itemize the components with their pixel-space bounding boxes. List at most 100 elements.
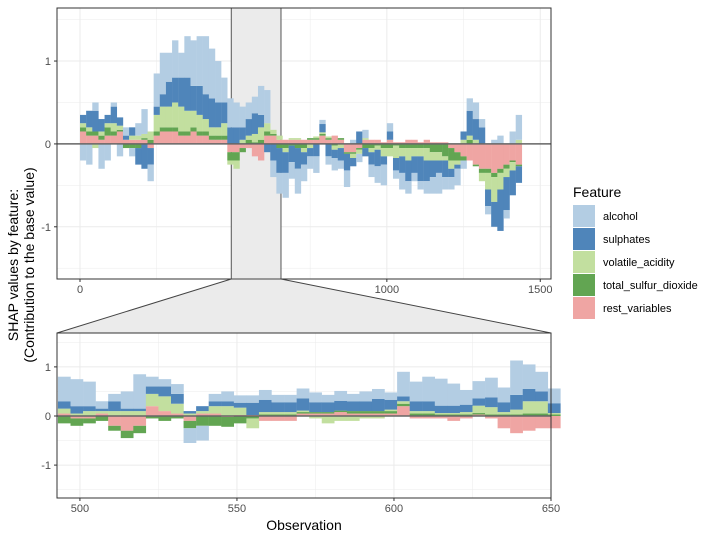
bar-rest-variables (386, 139, 394, 144)
bar-rest-variables (491, 143, 498, 173)
bar-alcohol (245, 102, 253, 120)
bar-sulphates (448, 168, 455, 178)
bar-rest-variables (411, 139, 418, 144)
bar-rest-variables (208, 413, 222, 416)
bar-sulphates (510, 394, 523, 410)
y-axis-title-line-2: (Contribution to the base value) (21, 167, 37, 362)
bar-total-sulfur-dioxide (158, 415, 172, 421)
bar-volatile-acidity (362, 138, 369, 140)
legend-label: alcohol (603, 211, 638, 223)
bar-alcohol (447, 383, 461, 406)
bar-rest-variables (307, 139, 314, 144)
bar-volatile-acidity (233, 160, 240, 169)
bar-alcohol (417, 181, 424, 190)
bar-rest-variables (547, 415, 561, 429)
bar-volatile-acidity (478, 172, 486, 182)
bar-total-sulfur-dioxide (208, 135, 216, 140)
bar-sulphates (371, 398, 385, 412)
bar-total-sulfur-dioxide (246, 415, 260, 419)
bar-total-sulfur-dioxide (417, 143, 424, 149)
bar-volatile-acidity (215, 127, 222, 136)
bar-volatile-acidity (165, 106, 173, 128)
bar-volatile-acidity (409, 411, 423, 414)
bar-alcohol (239, 106, 246, 128)
bar-sulphates (535, 391, 549, 402)
bar-rest-variables (92, 135, 99, 144)
bar-sulphates (374, 149, 381, 167)
bar-sulphates (447, 405, 461, 414)
bar-volatile-acidity (371, 415, 385, 419)
bar-sulphates (460, 131, 467, 140)
legend-item-rest-variables: rest_variables (573, 297, 672, 319)
bar-total-sulfur-dioxide (491, 172, 498, 178)
bar-alcohol (83, 381, 96, 407)
bar-rest-variables (70, 415, 84, 419)
x-tick-label: 500 (71, 503, 89, 515)
bar-total-sulfur-dioxide (346, 411, 360, 414)
bar-total-sulfur-dioxide (196, 415, 209, 426)
bar-rest-variables (380, 142, 388, 144)
bar-volatile-acidity (178, 106, 185, 132)
bar-sulphates (70, 406, 84, 414)
bar-sulphates (497, 189, 504, 231)
bar-alcohol (258, 389, 272, 400)
bar-sulphates (158, 386, 172, 397)
y-tick-label: -1 (41, 460, 51, 472)
bar-volatile-acidity (276, 135, 283, 140)
bar-volatile-acidity (120, 411, 134, 416)
bar-alcohol (153, 73, 160, 107)
bar-volatile-acidity (435, 152, 443, 161)
bar-total-sulfur-dioxide (172, 127, 179, 132)
bar-rest-variables (384, 413, 398, 416)
bar-total-sulfur-dioxide (343, 152, 351, 154)
bar-volatile-acidity (509, 162, 516, 171)
bar-rest-variables (442, 142, 449, 144)
bar-total-sulfur-dioxide (325, 138, 332, 140)
bar-alcohol (313, 156, 320, 173)
bar-rest-variables (497, 143, 504, 169)
bar-total-sulfur-dioxide (141, 138, 148, 140)
bar-total-sulfur-dioxide (98, 135, 105, 140)
bar-sulphates (271, 402, 285, 413)
bar-total-sulfur-dioxide (108, 425, 121, 431)
bar-total-sulfur-dioxide (190, 127, 197, 132)
bar-rest-variables (98, 139, 105, 144)
bar-sulphates (57, 401, 71, 409)
bar-sulphates (165, 81, 173, 107)
bar-volatile-acidity (104, 123, 111, 128)
bar-sulphates (86, 110, 93, 128)
bar-sulphates (337, 148, 345, 161)
bar-sulphates (485, 189, 492, 207)
x-tick-label: 650 (542, 503, 560, 515)
bar-total-sulfur-dioxide (145, 415, 159, 419)
bar-alcohol (319, 119, 326, 125)
bar-rest-variables (83, 415, 96, 419)
bar-total-sulfur-dioxide (153, 131, 160, 136)
bar-sulphates (80, 114, 87, 124)
bar-rest-variables (350, 143, 357, 153)
bar-volatile-acidity (196, 114, 203, 132)
bar-volatile-acidity (384, 409, 398, 412)
bar-rest-variables (509, 143, 516, 161)
bar-total-sulfur-dioxide (282, 143, 289, 149)
bar-rest-variables (190, 131, 197, 144)
bar-alcohol (362, 129, 369, 139)
bar-volatile-acidity (159, 106, 167, 128)
bar-sulphates (454, 164, 461, 169)
bar-total-sulfur-dioxide (165, 127, 173, 132)
bar-total-sulfur-dioxide (334, 410, 348, 413)
bar-alcohol (221, 77, 228, 103)
bar-alcohol (296, 388, 310, 399)
bar-alcohol (108, 393, 121, 402)
bar-alcohol (423, 181, 431, 194)
bar-rest-variables (466, 143, 473, 161)
bar-volatile-acidity (135, 135, 142, 140)
bar-sulphates (215, 102, 222, 128)
bar-volatile-acidity (447, 413, 461, 415)
bar-alcohol (434, 378, 448, 406)
bar-rest-variables (271, 415, 285, 421)
bar-volatile-acidity (307, 143, 314, 149)
bar-total-sulfur-dioxide (288, 143, 295, 146)
bar-sulphates (98, 119, 105, 132)
bar-sulphates (83, 406, 96, 412)
